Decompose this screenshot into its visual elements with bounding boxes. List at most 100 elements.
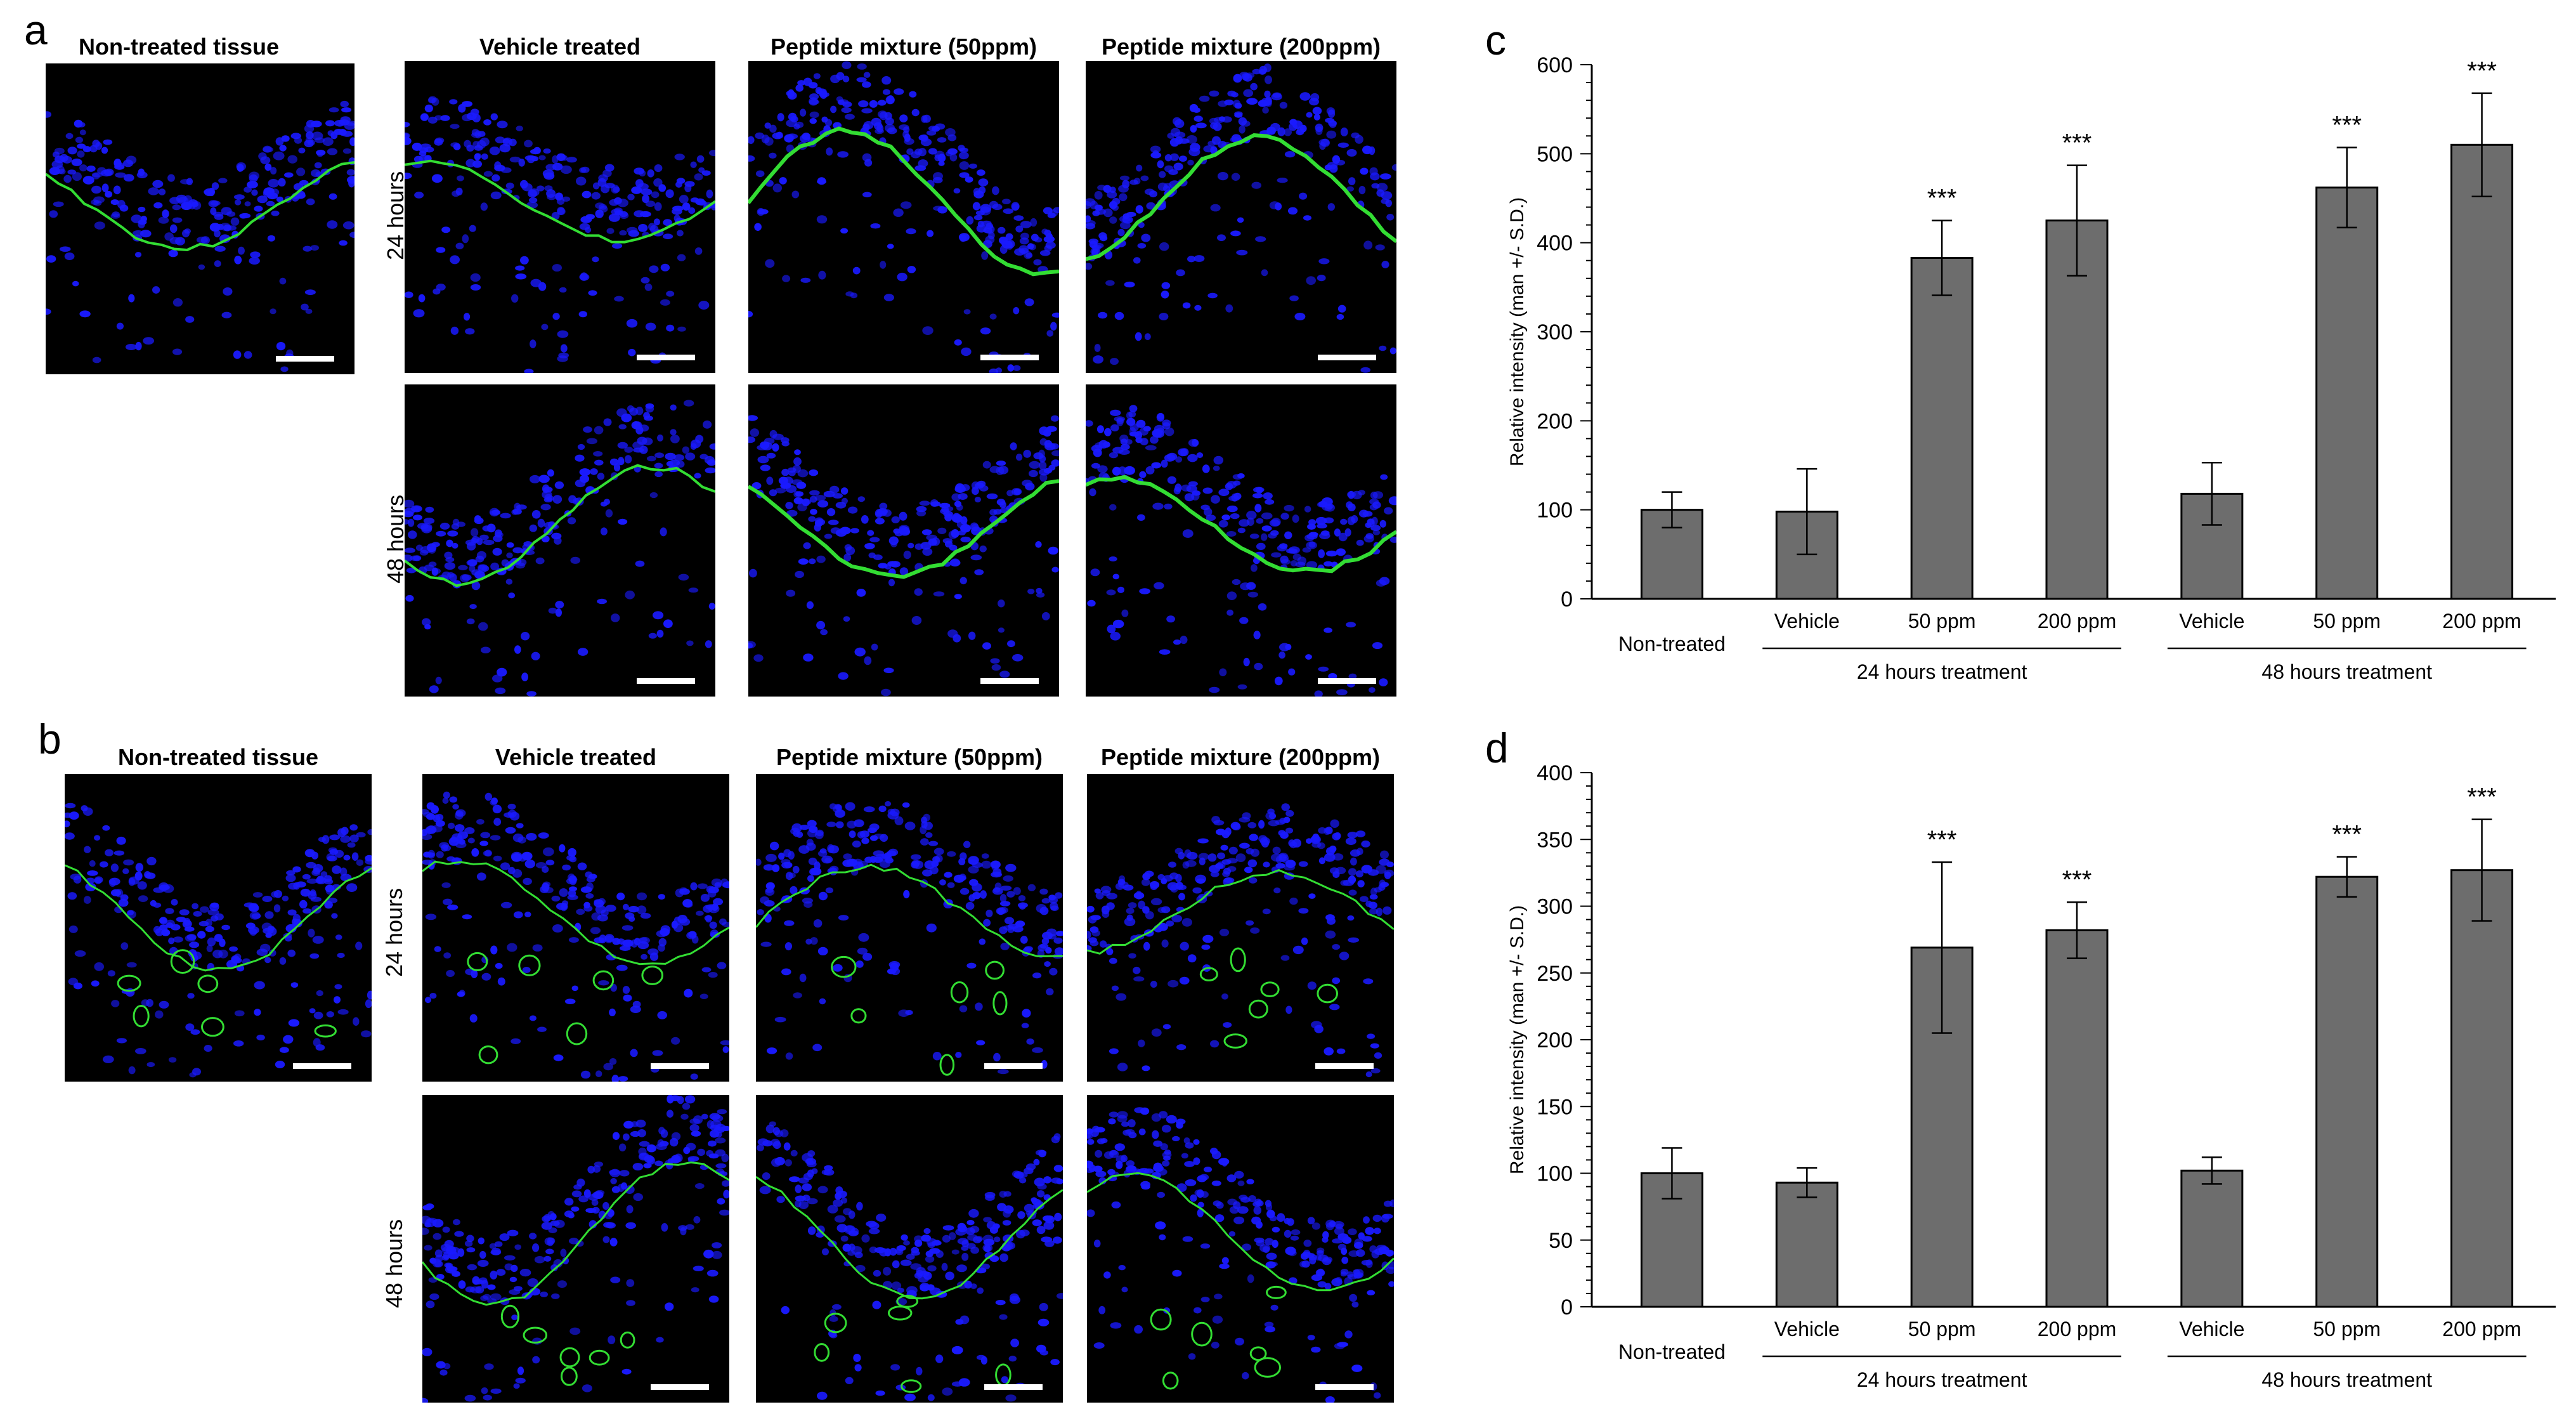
- stained-membrane: [748, 479, 1059, 579]
- nuclei-layer: [1086, 63, 1396, 373]
- vessel-ring: [589, 1349, 610, 1366]
- bar: [1910, 257, 1974, 600]
- significance-label: ***: [2062, 866, 2092, 894]
- vessel-ring: [1266, 1285, 1287, 1299]
- panel-a-image-p50-24h: [748, 61, 1059, 373]
- panel-b-image-vehicle-48h: [422, 1095, 729, 1403]
- category-label: Vehicle: [1774, 1318, 1840, 1340]
- vessel-ring: [559, 1347, 580, 1368]
- scale-bar: [1318, 355, 1376, 360]
- micrograph-drawing: [1087, 803, 1394, 1078]
- vessel-ring: [314, 1024, 337, 1038]
- stained-membrane: [46, 161, 355, 252]
- nuclei-layer: [748, 61, 1059, 373]
- group-label: 24 hours treatment: [1857, 660, 2027, 683]
- vessel-ring: [1150, 1308, 1172, 1331]
- stained-membrane: [405, 159, 715, 244]
- scale-bar: [637, 678, 695, 684]
- vessel-ring: [1254, 1357, 1281, 1378]
- y-tick-label: 50: [1549, 1229, 1573, 1253]
- vessel-ring: [592, 970, 615, 991]
- scale-bar: [637, 355, 695, 360]
- vessel-ring: [1162, 1372, 1179, 1390]
- stained-membrane: [1087, 868, 1394, 955]
- bar: [1775, 1181, 1838, 1308]
- y-axis-label: Relative intensity (man +/- S.D.): [1507, 905, 1528, 1174]
- bar: [2045, 219, 2109, 600]
- scale-bar: [1315, 1063, 1374, 1069]
- vessel-ring: [500, 1304, 519, 1328]
- vessel-ring: [950, 981, 969, 1004]
- panel-a-image-vehicle-48h: [405, 384, 715, 697]
- panel-b-image-p200-24h: [1087, 774, 1394, 1082]
- stained-membrane: [748, 126, 1059, 277]
- stained-membrane: [756, 1175, 1063, 1300]
- nuclei-layer: [46, 100, 355, 372]
- bar: [2450, 143, 2514, 600]
- scale-bar: [293, 1063, 351, 1069]
- scale-bar: [984, 1384, 1043, 1390]
- vessel-ring: [1249, 1346, 1267, 1361]
- panel-b-image-p50-24h: [756, 774, 1063, 1082]
- category-label: 50 ppm: [2313, 1318, 2381, 1340]
- vessel-ring: [1199, 967, 1218, 982]
- micrograph-drawing: [422, 1095, 729, 1403]
- y-tick-label: 400: [1537, 232, 1573, 256]
- panel-a-title-non-treated: Non-treated tissue: [78, 34, 280, 60]
- panel-a-image-non-treated: [46, 63, 355, 374]
- vessel-ring: [620, 1332, 635, 1349]
- category-label: Vehicle: [2179, 610, 2244, 632]
- bar: [2045, 929, 2109, 1308]
- panel-b-image-p200-48h: [1087, 1095, 1394, 1403]
- group-label: 48 hours treatment: [2261, 1368, 2432, 1391]
- scale-bar: [651, 1384, 709, 1390]
- group-label: 48 hours treatment: [2261, 660, 2432, 683]
- vessel-ring: [824, 1313, 847, 1333]
- significance-label: ***: [1927, 185, 1957, 213]
- panel-a-row-label-24h: 24 hours: [382, 171, 408, 260]
- y-tick-label: 200: [1537, 1028, 1573, 1052]
- micrograph-drawing: [748, 61, 1059, 373]
- significance-label: ***: [2467, 783, 2497, 811]
- nuclei-layer: [422, 791, 729, 1082]
- category-label: Non-treated: [1618, 632, 1726, 655]
- stained-membrane: [756, 863, 1063, 957]
- nuclei-layer: [422, 1095, 729, 1403]
- vessel-ring: [985, 960, 1005, 980]
- vessel-ring: [939, 1054, 955, 1076]
- vessel-ring: [1260, 981, 1280, 998]
- y-tick-label: 100: [1537, 499, 1573, 523]
- panel-a-title-p200: Peptide mixture (200ppm): [1101, 34, 1381, 60]
- vessel-ring: [896, 1295, 919, 1308]
- vessel-ring: [518, 954, 541, 976]
- y-tick-label: 500: [1537, 142, 1573, 166]
- panel-a-title-p50: Peptide mixture (50ppm): [770, 34, 1038, 60]
- panel-a-image-p200-48h: [1086, 384, 1396, 697]
- y-tick-label: 200: [1537, 409, 1573, 433]
- panel-b-image-vehicle-24h: [422, 774, 729, 1082]
- micrograph-drawing: [65, 802, 372, 1078]
- category-label: 50 ppm: [1908, 1318, 1976, 1340]
- stained-membrane: [1086, 475, 1396, 573]
- vessel-ring: [201, 1017, 224, 1037]
- micrograph-drawing: [405, 400, 715, 697]
- vessel-ring: [561, 1366, 578, 1386]
- panel-b-image-non-treated: [65, 774, 372, 1082]
- y-tick-label: 600: [1537, 53, 1573, 77]
- vessel-ring: [566, 1022, 588, 1045]
- vessel-ring: [814, 1343, 830, 1362]
- vessel-ring: [478, 1045, 498, 1064]
- vessel-ring: [641, 966, 664, 985]
- significance-label: ***: [1927, 826, 1957, 854]
- scale-bar: [980, 678, 1039, 684]
- significance-label: ***: [2062, 129, 2092, 157]
- y-axis-label: Relative intensity (man +/- S.D.): [1507, 197, 1528, 466]
- scale-bar: [980, 355, 1039, 360]
- micrograph-drawing: [46, 100, 355, 372]
- vessel-ring: [1317, 983, 1339, 1004]
- micrograph-drawing: [405, 96, 715, 373]
- panel-a-image-p200-24h: [1086, 61, 1396, 373]
- nuclei-layer: [756, 1121, 1063, 1402]
- micrograph-drawing: [756, 801, 1063, 1076]
- scale-bar: [651, 1063, 709, 1069]
